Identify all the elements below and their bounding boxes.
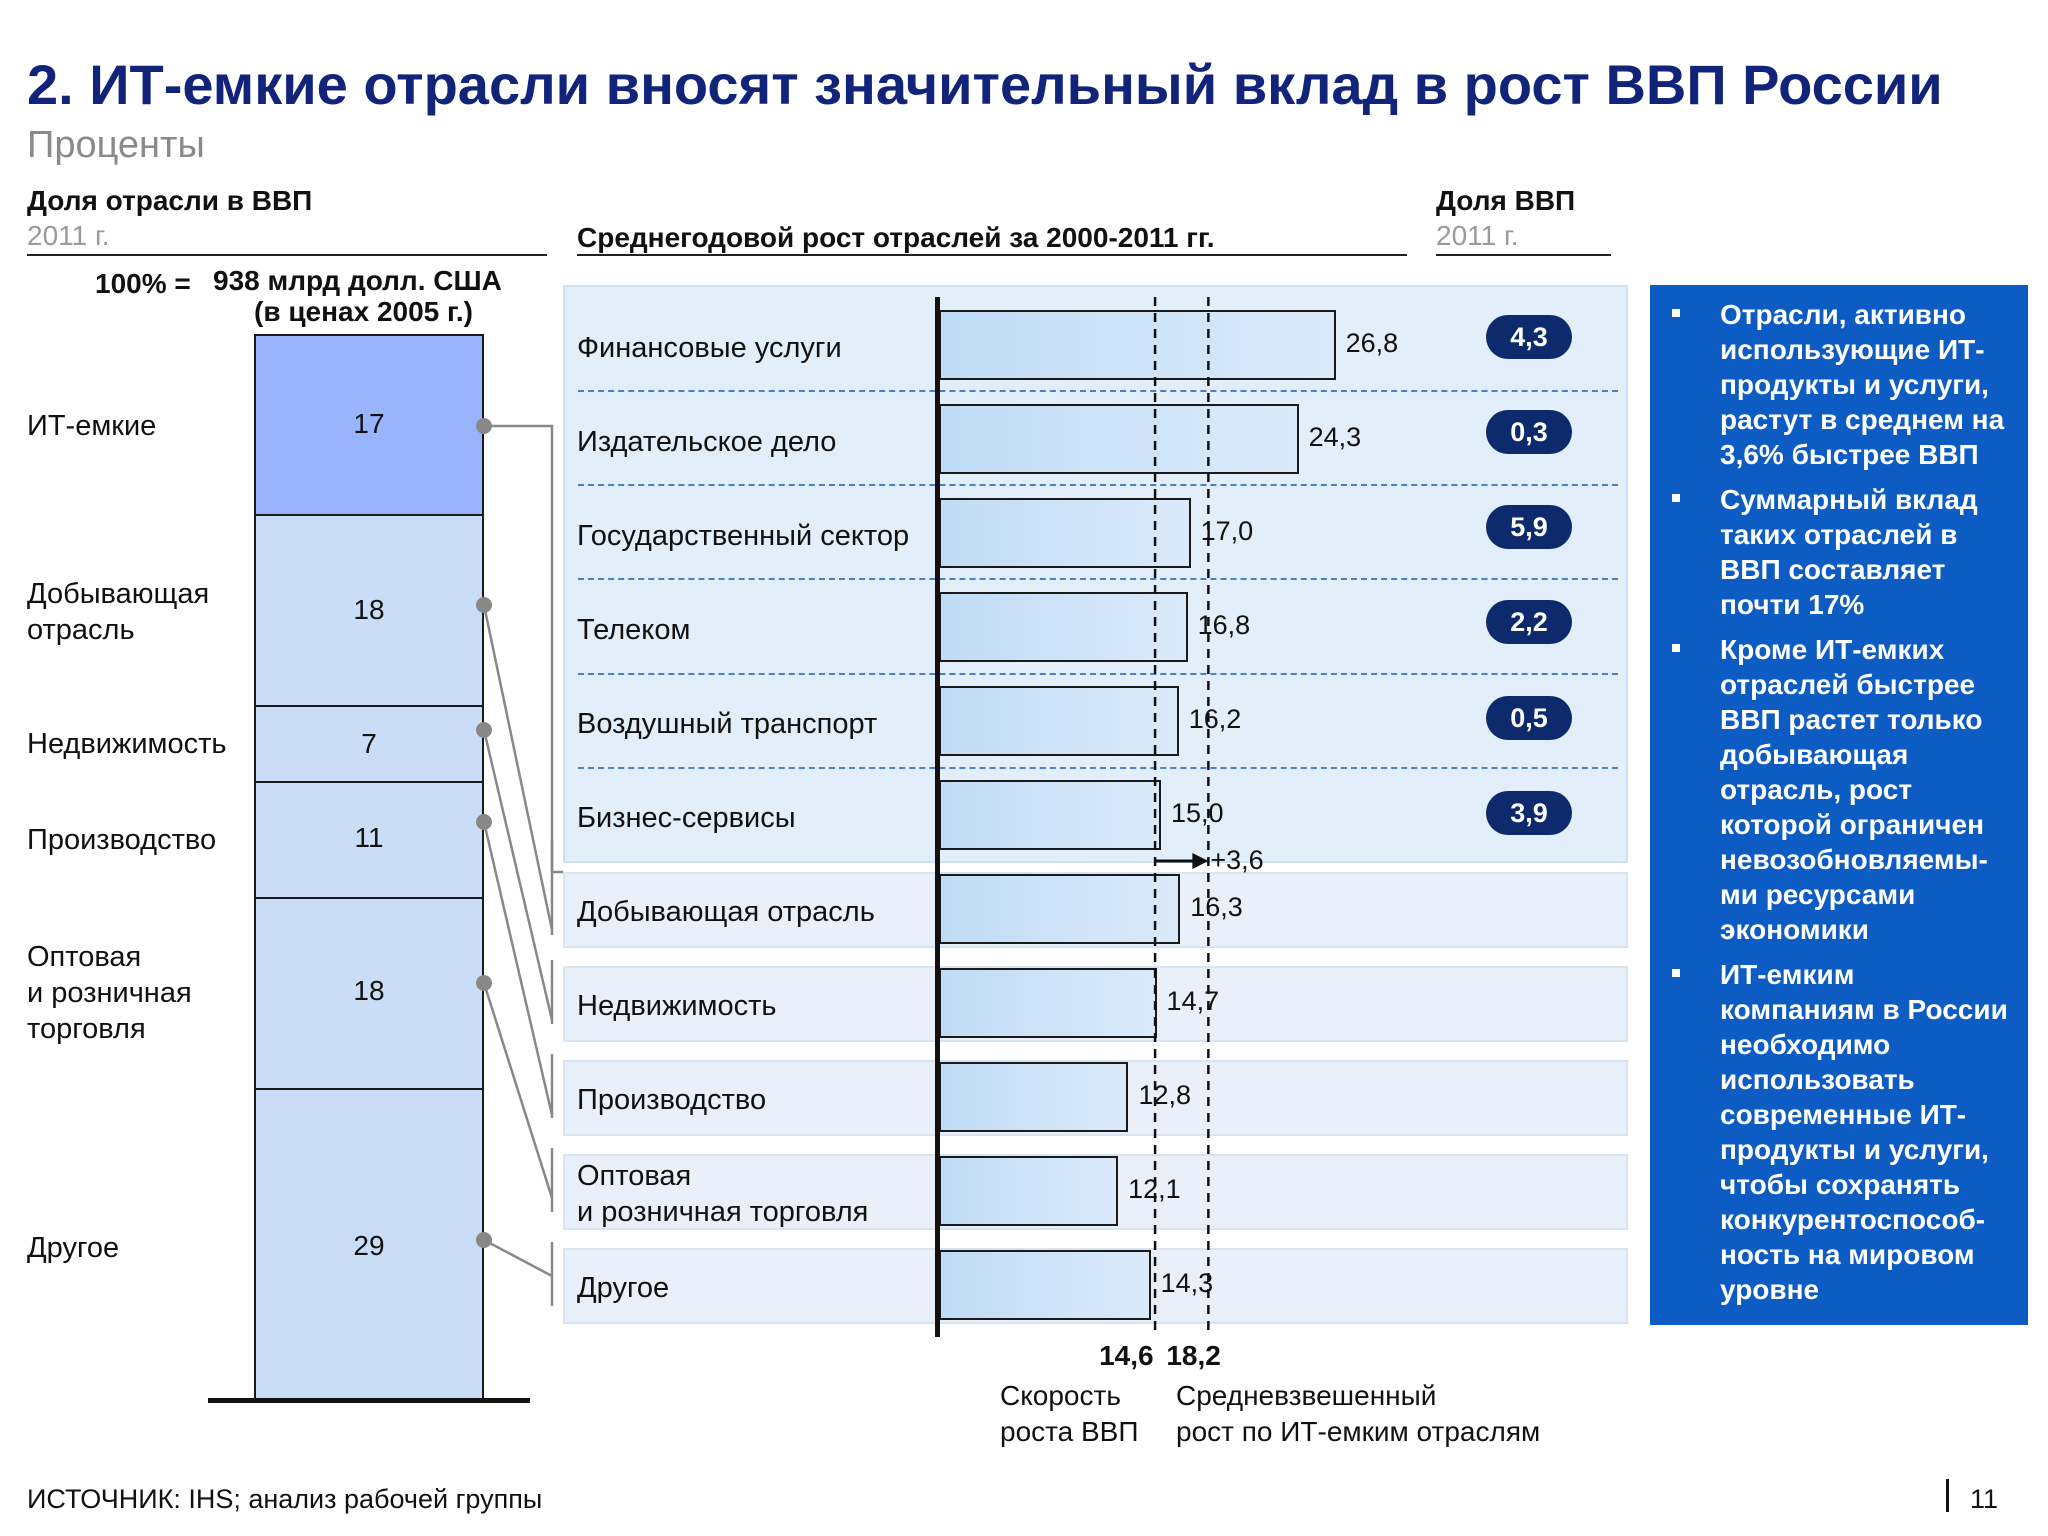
bar-value-label: 16,2 — [1188, 704, 1242, 734]
reference-label-weighted: Средневзвешенный рост по ИТ-емким отрасл… — [1176, 1380, 1541, 1447]
bullet-square-icon — [1672, 644, 1680, 652]
right-header-title: Доля ВВП — [1436, 185, 1576, 216]
bar — [939, 404, 1299, 474]
row-separator — [578, 673, 1618, 675]
bar-value-label: 24,3 — [1308, 422, 1362, 452]
bullet-text: ИТ-емким компаниям в России необходимо и… — [1720, 959, 2008, 1305]
stack-value: 29 — [353, 1230, 385, 1261]
gdp-share-pill: 3,9 — [1486, 791, 1572, 835]
row-separator — [578, 390, 1618, 392]
stack-label: Оптовая и розничная торговля — [27, 941, 192, 1045]
row-separator — [578, 767, 1618, 769]
stack-label: Добывающая отрасль — [27, 578, 210, 646]
gdp-share-pill: 2,2 — [1486, 600, 1572, 644]
row-label: Производство — [577, 1084, 767, 1116]
middle-header-rule — [577, 254, 1407, 256]
bullet-item: Отрасли, активно использующие ИТ-продукт… — [1660, 297, 2012, 472]
row-label: Недвижимость — [577, 990, 777, 1022]
reference-label-gdp: Скорость роста ВВП — [1000, 1380, 1139, 1447]
gdp-share-pill: 5,9 — [1486, 505, 1572, 549]
row-label: Финансовые услуги — [577, 332, 842, 364]
bar — [939, 686, 1179, 756]
right-header-year: 2011 г. — [1436, 220, 1519, 251]
reference-value-gdp: 14,6 — [1099, 1340, 1154, 1371]
total-prefix: 100% = — [95, 268, 191, 299]
stack-label: Производство — [27, 824, 217, 856]
stack-segment-manufacturing — [254, 781, 484, 899]
it-group-box — [563, 285, 1628, 863]
bar-value-label: 14,3 — [1160, 1268, 1214, 1298]
axis-line — [935, 297, 940, 1337]
stack-baseline — [208, 1398, 530, 1403]
row-label: Телеком — [577, 614, 691, 646]
row-separator — [578, 578, 1618, 580]
row-label: Издательское дело — [577, 426, 837, 458]
bullet-square-icon — [1672, 494, 1680, 502]
total-value: 938 млрд долл. США — [213, 265, 502, 296]
bar — [939, 310, 1336, 380]
stack-value: 17 — [353, 408, 385, 439]
bar — [939, 874, 1181, 944]
row-label: Государственный сектор — [577, 520, 910, 552]
stack-label: Недвижимость — [27, 728, 227, 760]
stack-value: 11 — [354, 822, 384, 853]
bar — [939, 498, 1191, 568]
gdp-share-pill: 0,5 — [1486, 696, 1572, 740]
stack-value: 7 — [361, 728, 377, 759]
left-header-year: 2011 г. — [27, 220, 110, 251]
stack-label: ИТ-емкие — [27, 410, 157, 442]
page-number: 11 — [1970, 1484, 1999, 1514]
right-header-rule — [1436, 254, 1611, 256]
bullet-text: Кроме ИТ-емких отраслей быстрее ВВП раст… — [1720, 634, 1988, 945]
bullet-item: Кроме ИТ-емких отраслей быстрее ВВП раст… — [1660, 632, 2012, 947]
bar — [939, 1156, 1119, 1226]
bar-value-label: 16,8 — [1197, 610, 1251, 640]
bar-value-label: 16,3 — [1190, 892, 1243, 922]
bullet-item: Суммарный вклад таких отраслей в ВВП сос… — [1660, 482, 2012, 622]
total-note: (в ценах 2005 г.) — [254, 296, 473, 327]
bullet-item: ИТ-емким компаниям в России необходимо и… — [1660, 957, 2012, 1307]
row-label: Воздушный транспорт — [577, 708, 878, 740]
annotation-label: +3,6 — [1210, 845, 1264, 875]
page-title: 2. ИТ-емкие отрасли вносят значительный … — [27, 53, 1943, 116]
bullet-text: Отрасли, активно использующие ИТ-продукт… — [1720, 299, 2005, 470]
source-note: ИСТОЧНИК: IHS; анализ рабочей группы — [27, 1484, 543, 1514]
row-label: Оптовая и розничная торговля — [577, 1160, 869, 1228]
bar — [939, 1250, 1151, 1320]
row-label: Другое — [577, 1272, 670, 1304]
bullet-text: Суммарный вклад таких отраслей в ВВП сос… — [1720, 484, 1978, 620]
left-header-rule — [27, 254, 547, 256]
stack-segment-it — [254, 334, 484, 516]
bullet-square-icon — [1672, 309, 1680, 317]
stack-value: 18 — [353, 594, 385, 625]
bar — [939, 780, 1161, 850]
bar-value-label: 26,8 — [1345, 328, 1399, 358]
page-number-divider — [1946, 1479, 1949, 1512]
bar-value-label: 15,0 — [1171, 798, 1224, 828]
left-header-title: Доля отрасли в ВВП — [27, 185, 313, 216]
row-label: Добывающая отрасль — [577, 896, 875, 928]
stack-label: Другое — [27, 1232, 120, 1264]
bullet-square-icon — [1672, 969, 1680, 977]
middle-header-title: Среднегодовой рост отраслей за 2000-2011… — [577, 222, 1215, 253]
row-label: Бизнес-сервисы — [577, 802, 796, 834]
arrow-head-icon — [1192, 853, 1209, 869]
page-subtitle: Проценты — [27, 124, 205, 166]
stack-value: 18 — [353, 975, 385, 1006]
bar — [939, 592, 1188, 662]
bar — [939, 1062, 1129, 1132]
gdp-share-pill: 0,3 — [1486, 410, 1572, 454]
gdp-share-pill: 4,3 — [1486, 315, 1572, 359]
bar-value-label: 14,7 — [1166, 986, 1220, 1016]
reference-value-weighted: 18,2 — [1166, 1340, 1221, 1371]
takeaways-panel: Отрасли, активно использующие ИТ-продукт… — [1650, 285, 2028, 1325]
row-separator — [578, 484, 1618, 486]
bar-value-label: 12,8 — [1138, 1080, 1191, 1110]
